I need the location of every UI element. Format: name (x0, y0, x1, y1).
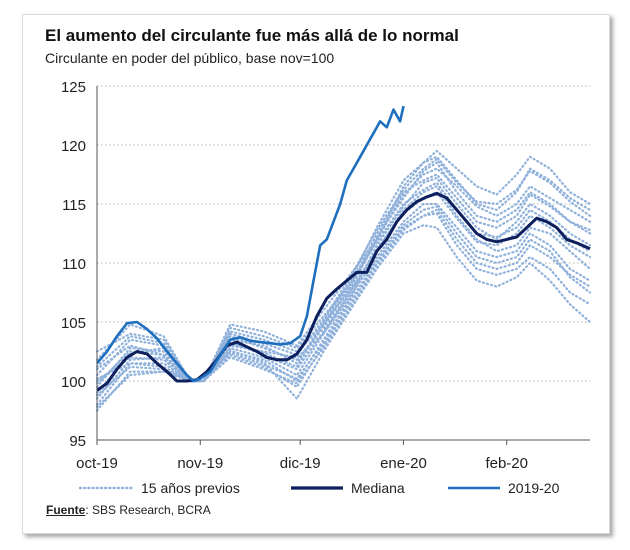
legend-label-previous: 15 años previos (141, 480, 240, 496)
legend-label-current: 2019-20 (508, 480, 560, 496)
x-tick-label: dic-19 (280, 455, 321, 472)
y-tick-label: 110 (62, 256, 86, 273)
chart-subtitle: Circulante en poder del público, base no… (45, 50, 335, 66)
series-line-median (96, 191, 591, 392)
y-tick-label: 95 (69, 433, 86, 450)
y-tick-label: 125 (61, 79, 86, 96)
series-line-2019-20 (96, 105, 405, 383)
y-tick-label: 100 (61, 374, 86, 391)
y-tick-label: 115 (62, 197, 86, 214)
main-series-layer (96, 105, 591, 392)
x-tick-label: oct-19 (76, 455, 118, 472)
axis-layer: 95 100 105 110 115 120 125 oct-19 nov-19 dic-19 en… (61, 79, 590, 472)
source-label: Fuente (46, 503, 86, 517)
x-tick-label: feb-20 (485, 455, 528, 472)
legend-label-median: Mediana (351, 480, 405, 496)
source-text: : SBS Research, BCRA (85, 503, 211, 517)
y-tick-label: 105 (61, 315, 86, 332)
legend: 15 años previos Mediana 2019-20 (78, 480, 560, 496)
chart-title: El aumento del circulante fue más allá d… (45, 26, 459, 45)
source-note: Fuente: SBS Research, BCRA (46, 503, 211, 517)
series-line-previous-year (95, 167, 592, 383)
y-tick-label: 120 (61, 138, 86, 155)
x-tick-label: nov-19 (177, 455, 223, 472)
x-tick-label: ene-20 (380, 455, 427, 472)
